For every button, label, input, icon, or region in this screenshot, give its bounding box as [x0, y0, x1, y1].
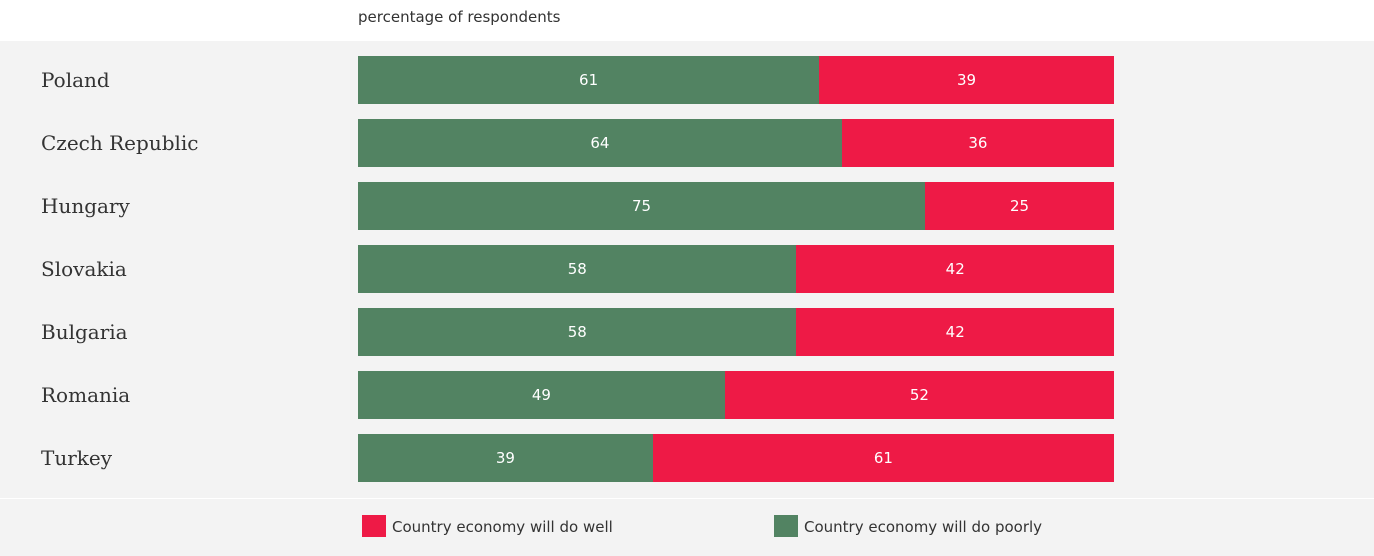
- category-label: Turkey: [41, 446, 113, 470]
- category-label: Bulgaria: [41, 320, 128, 344]
- legend-strip: [0, 499, 1374, 556]
- category-label: Hungary: [41, 194, 130, 218]
- legend-label-well: Country economy will do well: [392, 518, 613, 536]
- bar-segment-poorly: 61: [358, 56, 820, 104]
- legend-label-poorly: Country economy will do poorly: [804, 518, 1043, 536]
- bar-segment-poorly: 64: [358, 119, 842, 167]
- bar-segment-poorly: 49: [358, 371, 725, 419]
- category-label: Slovakia: [41, 257, 127, 281]
- bar-segment-well: 42: [796, 308, 1114, 356]
- legend-swatch-well: [362, 515, 386, 537]
- bar-segment-poorly: 58: [358, 308, 797, 356]
- bar-segment-well: 52: [724, 371, 1114, 419]
- bar-segment-well: 36: [841, 119, 1114, 167]
- legend-swatch-poorly: [774, 515, 798, 537]
- bar-segment-poorly: 58: [358, 245, 797, 293]
- bar-segment-poorly: 75: [358, 182, 925, 230]
- bar-segment-poorly: 39: [358, 434, 653, 482]
- category-label: Poland: [41, 68, 110, 92]
- bar-segment-well: 61: [652, 434, 1114, 482]
- chart-subtitle: percentage of respondents: [358, 8, 561, 26]
- bar-segment-well: 39: [819, 56, 1114, 104]
- category-label: Romania: [41, 383, 131, 407]
- bar-segment-well: 42: [796, 245, 1114, 293]
- bar-segment-well: 25: [925, 182, 1114, 230]
- category-label: Czech Republic: [41, 131, 199, 155]
